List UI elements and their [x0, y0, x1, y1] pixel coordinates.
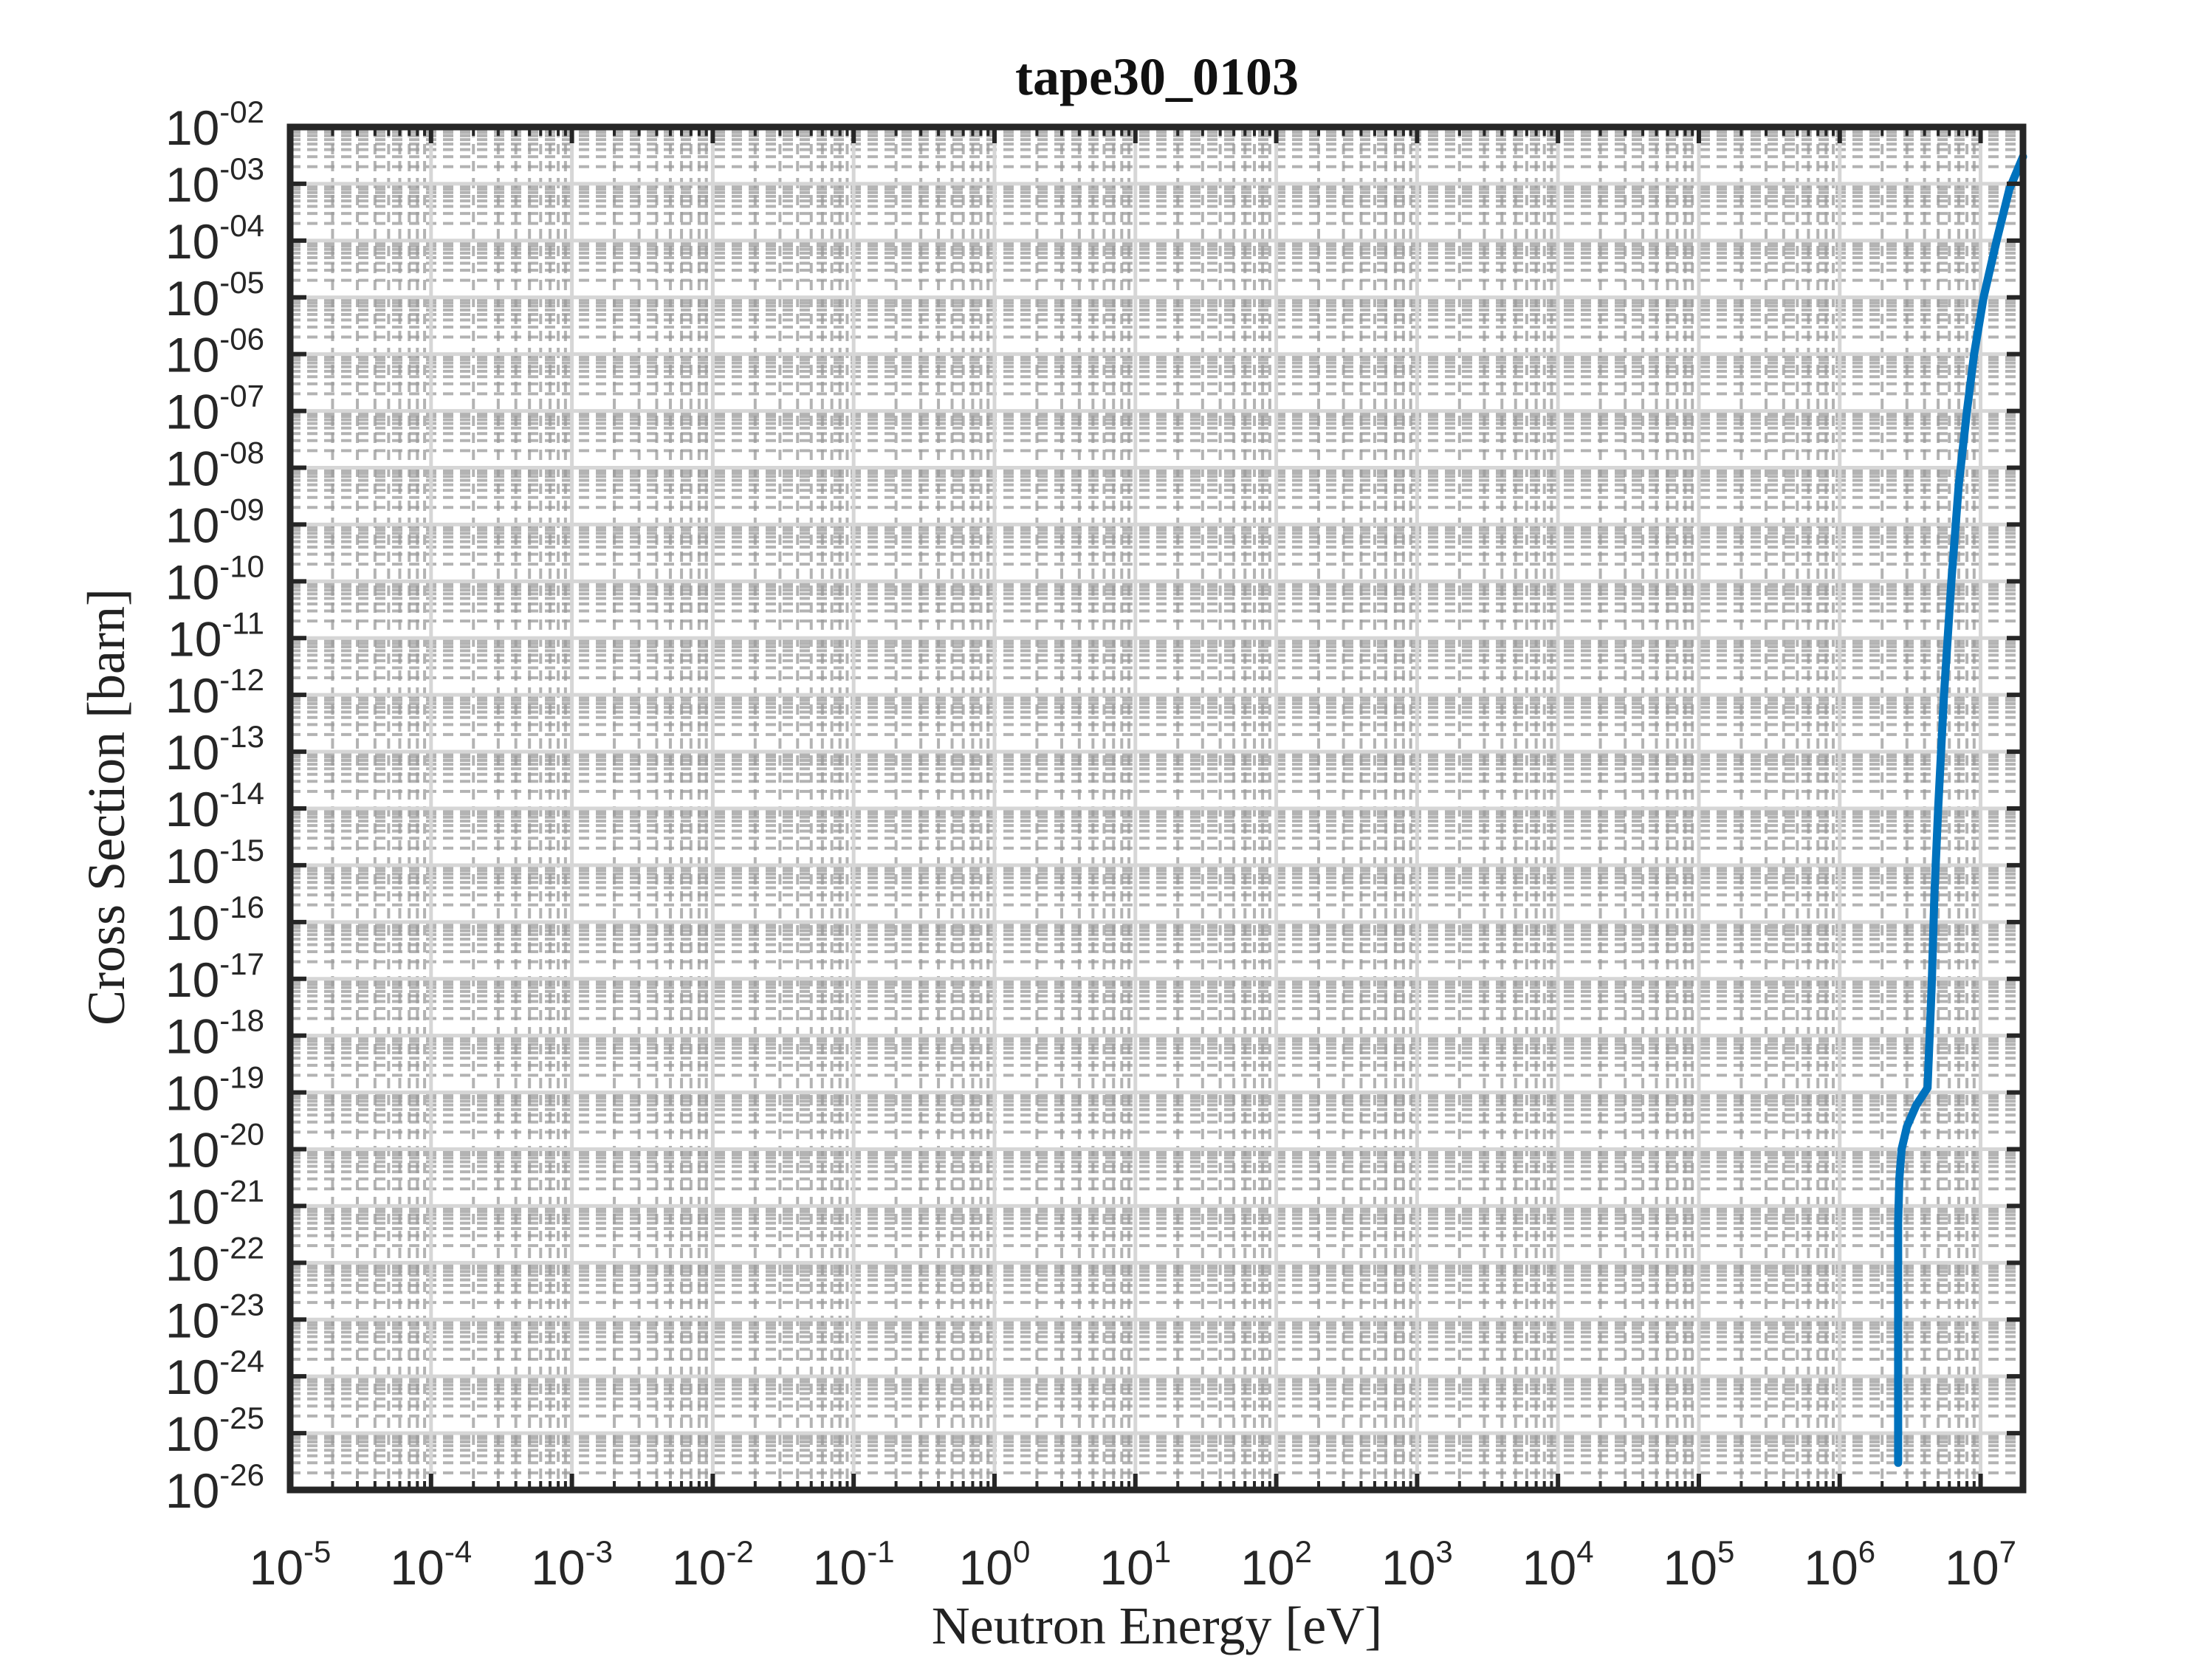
y-tick-label: 10-19 — [165, 1060, 264, 1121]
y-tick-label: 10-16 — [165, 890, 264, 950]
grid-lines — [288, 125, 2023, 1492]
x-tick-label: 10-3 — [531, 1534, 613, 1595]
y-tick-label: 10-06 — [165, 322, 264, 382]
y-tick-labels: 10-2610-2510-2410-2310-2210-2110-2010-19… — [165, 95, 264, 1518]
y-tick-label: 10-12 — [165, 662, 264, 723]
x-tick-label: 104 — [1522, 1534, 1594, 1595]
y-tick-label: 10-05 — [165, 265, 264, 326]
y-tick-label: 10-25 — [165, 1401, 264, 1461]
x-tick-label: 101 — [1099, 1534, 1171, 1595]
y-tick-label: 10-13 — [165, 719, 264, 780]
x-tick-label: 102 — [1240, 1534, 1312, 1595]
data-series-layer — [1894, 152, 2027, 1467]
y-tick-label: 10-17 — [165, 947, 264, 1007]
x-tick-label: 100 — [959, 1534, 1031, 1595]
y-tick-label: 10-07 — [165, 379, 264, 439]
x-tick-label: 10-5 — [250, 1534, 332, 1595]
y-tick-label: 10-03 — [165, 151, 264, 212]
y-tick-label: 10-20 — [165, 1117, 264, 1178]
x-tick-label: 106 — [1804, 1534, 1875, 1595]
y-tick-label: 10-23 — [165, 1287, 264, 1347]
y-tick-label: 10-09 — [165, 492, 264, 552]
y-tick-label: 10-11 — [168, 605, 264, 666]
y-tick-label: 10-26 — [165, 1457, 264, 1518]
y-tick-label: 10-04 — [165, 208, 264, 269]
y-axis-label: Cross Section [barn] — [77, 588, 136, 1026]
x-tick-label: 10-2 — [672, 1534, 754, 1595]
y-tick-label: 10-02 — [165, 95, 264, 155]
x-tick-label: 107 — [1945, 1534, 2016, 1595]
y-tick-label: 10-18 — [165, 1003, 264, 1064]
x-tick-labels: 10-5 10-4 10-3 10-2 10-1 100 101 102 103 104 105 10… — [250, 1534, 2016, 1595]
y-tick-label: 10-10 — [165, 549, 264, 609]
x-tick-label: 105 — [1663, 1534, 1735, 1595]
y-tick-label: 10-24 — [165, 1344, 264, 1404]
tick-marks — [288, 125, 2023, 1492]
x-tick-label: 10-4 — [390, 1534, 472, 1595]
y-tick-label: 10-22 — [165, 1230, 264, 1291]
y-tick-label: 10-15 — [165, 833, 264, 893]
y-tick-label: 10-14 — [165, 776, 264, 837]
y-tick-label: 10-08 — [165, 436, 264, 496]
x-tick-label: 103 — [1381, 1534, 1453, 1595]
series-line-0 — [1894, 152, 2027, 1467]
chart-title: tape30_0103 — [1015, 47, 1299, 106]
y-tick-label: 10-21 — [165, 1173, 264, 1234]
x-tick-label: 10-1 — [813, 1534, 895, 1595]
x-axis-label: Neutron Energy [eV] — [932, 1596, 1382, 1655]
